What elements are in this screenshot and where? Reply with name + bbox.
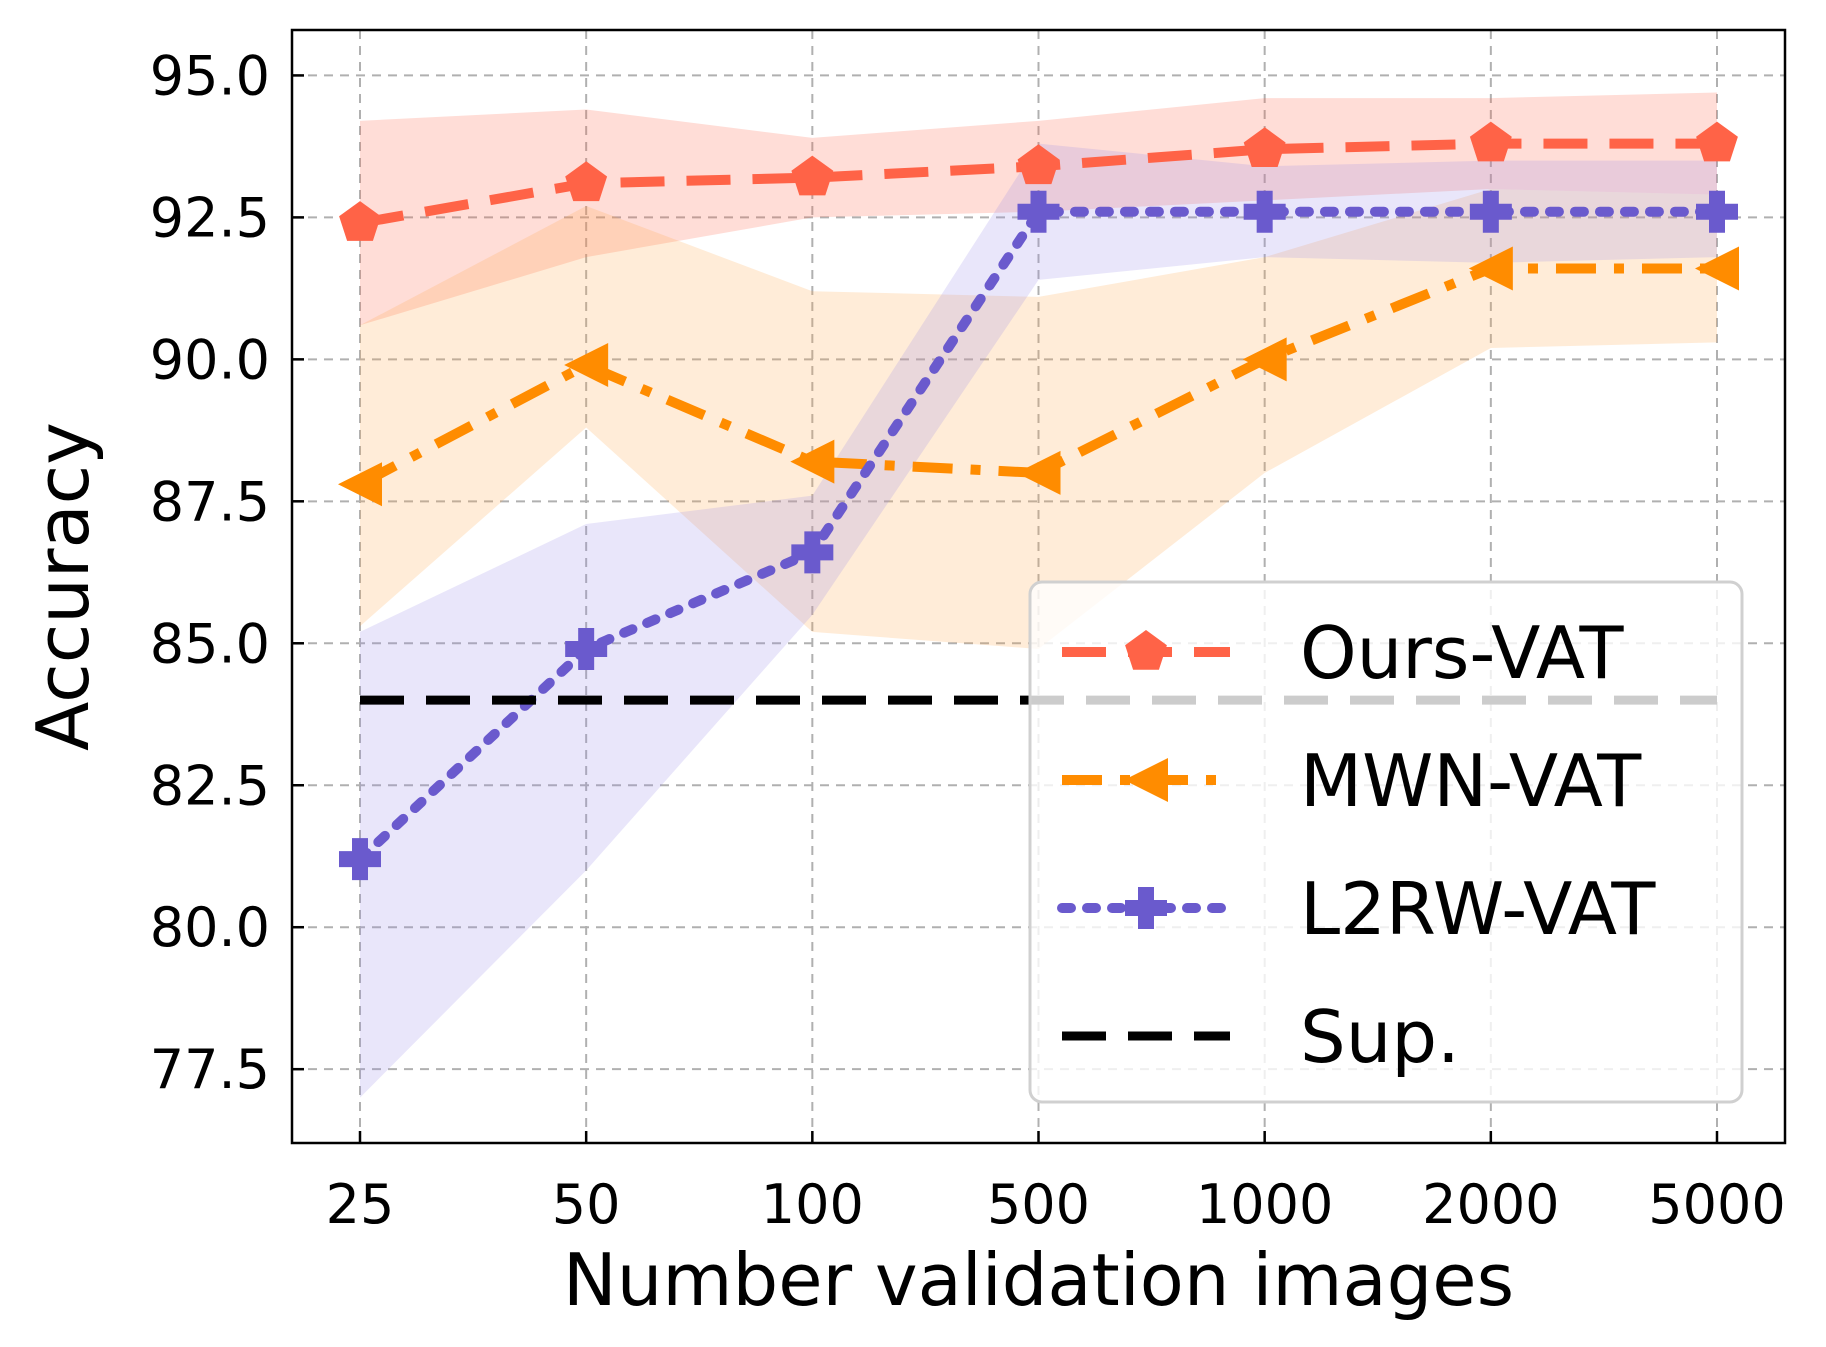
l2rw-vat-point bbox=[1469, 190, 1512, 233]
legend-frame bbox=[1028, 580, 1744, 1104]
legend-marker-mwn-vat bbox=[1124, 758, 1168, 802]
l2rw-vat-point bbox=[791, 531, 834, 574]
x-tick-label: 100 bbox=[761, 1173, 864, 1236]
x-tick-label: 50 bbox=[552, 1173, 621, 1236]
legend-marker-ours-vat bbox=[1125, 630, 1167, 670]
axis-ticks bbox=[292, 74, 1719, 1143]
ours-vat-point bbox=[339, 201, 381, 241]
mwn-vat-point bbox=[1468, 246, 1513, 291]
x-tick-label: 2000 bbox=[1422, 1173, 1559, 1236]
l2rw-vat-band bbox=[360, 143, 1717, 1098]
ours-vat-point bbox=[791, 155, 834, 196]
y-tick-labels: 77.5 80.0 82.5 85.0 87.5 90.0 92.5 95.0 bbox=[150, 44, 270, 1101]
legend-label-mwn-vat: MWN-VAT bbox=[1300, 739, 1642, 823]
l2rw-vat-point bbox=[1017, 190, 1060, 233]
x-tick-label: 500 bbox=[987, 1173, 1090, 1236]
mwn-vat-point bbox=[1242, 337, 1287, 382]
x-tick-label: 5000 bbox=[1648, 1173, 1785, 1236]
x-tick-label: 1000 bbox=[1196, 1173, 1333, 1236]
y-tick-label: 90.0 bbox=[150, 328, 270, 391]
legend-label-ours-vat: Ours-VAT bbox=[1300, 611, 1624, 695]
mwn-vat-point bbox=[564, 343, 609, 388]
y-tick-label: 82.5 bbox=[150, 754, 270, 817]
legend-label-l2rw-vat: L2RW-VAT bbox=[1300, 867, 1656, 951]
mwn-vat-point bbox=[790, 439, 835, 484]
y-tick-label: 95.0 bbox=[150, 44, 270, 107]
l2rw-vat-point bbox=[1243, 190, 1286, 233]
mwn-vat-point bbox=[1016, 450, 1061, 495]
l2rw-vat-point bbox=[565, 627, 608, 670]
l2rw-vat-point bbox=[1696, 190, 1738, 233]
mwn-vat-point bbox=[338, 462, 382, 507]
legend-label-sup: Sup. bbox=[1300, 995, 1460, 1079]
y-tick-label: 80.0 bbox=[150, 896, 270, 959]
y-tick-label: 92.5 bbox=[150, 186, 270, 249]
y-tick-label: 77.5 bbox=[150, 1038, 270, 1101]
x-axis-title: Number validation images bbox=[563, 1238, 1514, 1322]
legend-marker-l2rw-vat bbox=[1125, 887, 1167, 929]
y-tick-label: 85.0 bbox=[150, 612, 270, 675]
y-tick-label: 87.5 bbox=[150, 470, 270, 533]
y-axis-title: Accuracy bbox=[21, 422, 105, 751]
ours-vat-point bbox=[1017, 144, 1060, 185]
mwn-vat-point bbox=[1695, 246, 1739, 291]
ours-vat-point bbox=[1696, 121, 1738, 162]
l2rw-vat-point bbox=[339, 838, 381, 881]
x-tick-label: 25 bbox=[326, 1173, 395, 1236]
ours-vat-point bbox=[1469, 121, 1512, 162]
x-tick-labels: 25 50 100 500 1000 2000 5000 bbox=[326, 1173, 1786, 1236]
ours-vat-point bbox=[565, 161, 608, 202]
series-markers bbox=[338, 121, 1739, 881]
ours-vat-point bbox=[1243, 127, 1286, 167]
legend: Ours-VAT MWN-VAT L2RW-VAT Sup. bbox=[1028, 580, 1744, 1104]
mwn-vat-band bbox=[360, 189, 1717, 649]
grid bbox=[292, 30, 1785, 1143]
